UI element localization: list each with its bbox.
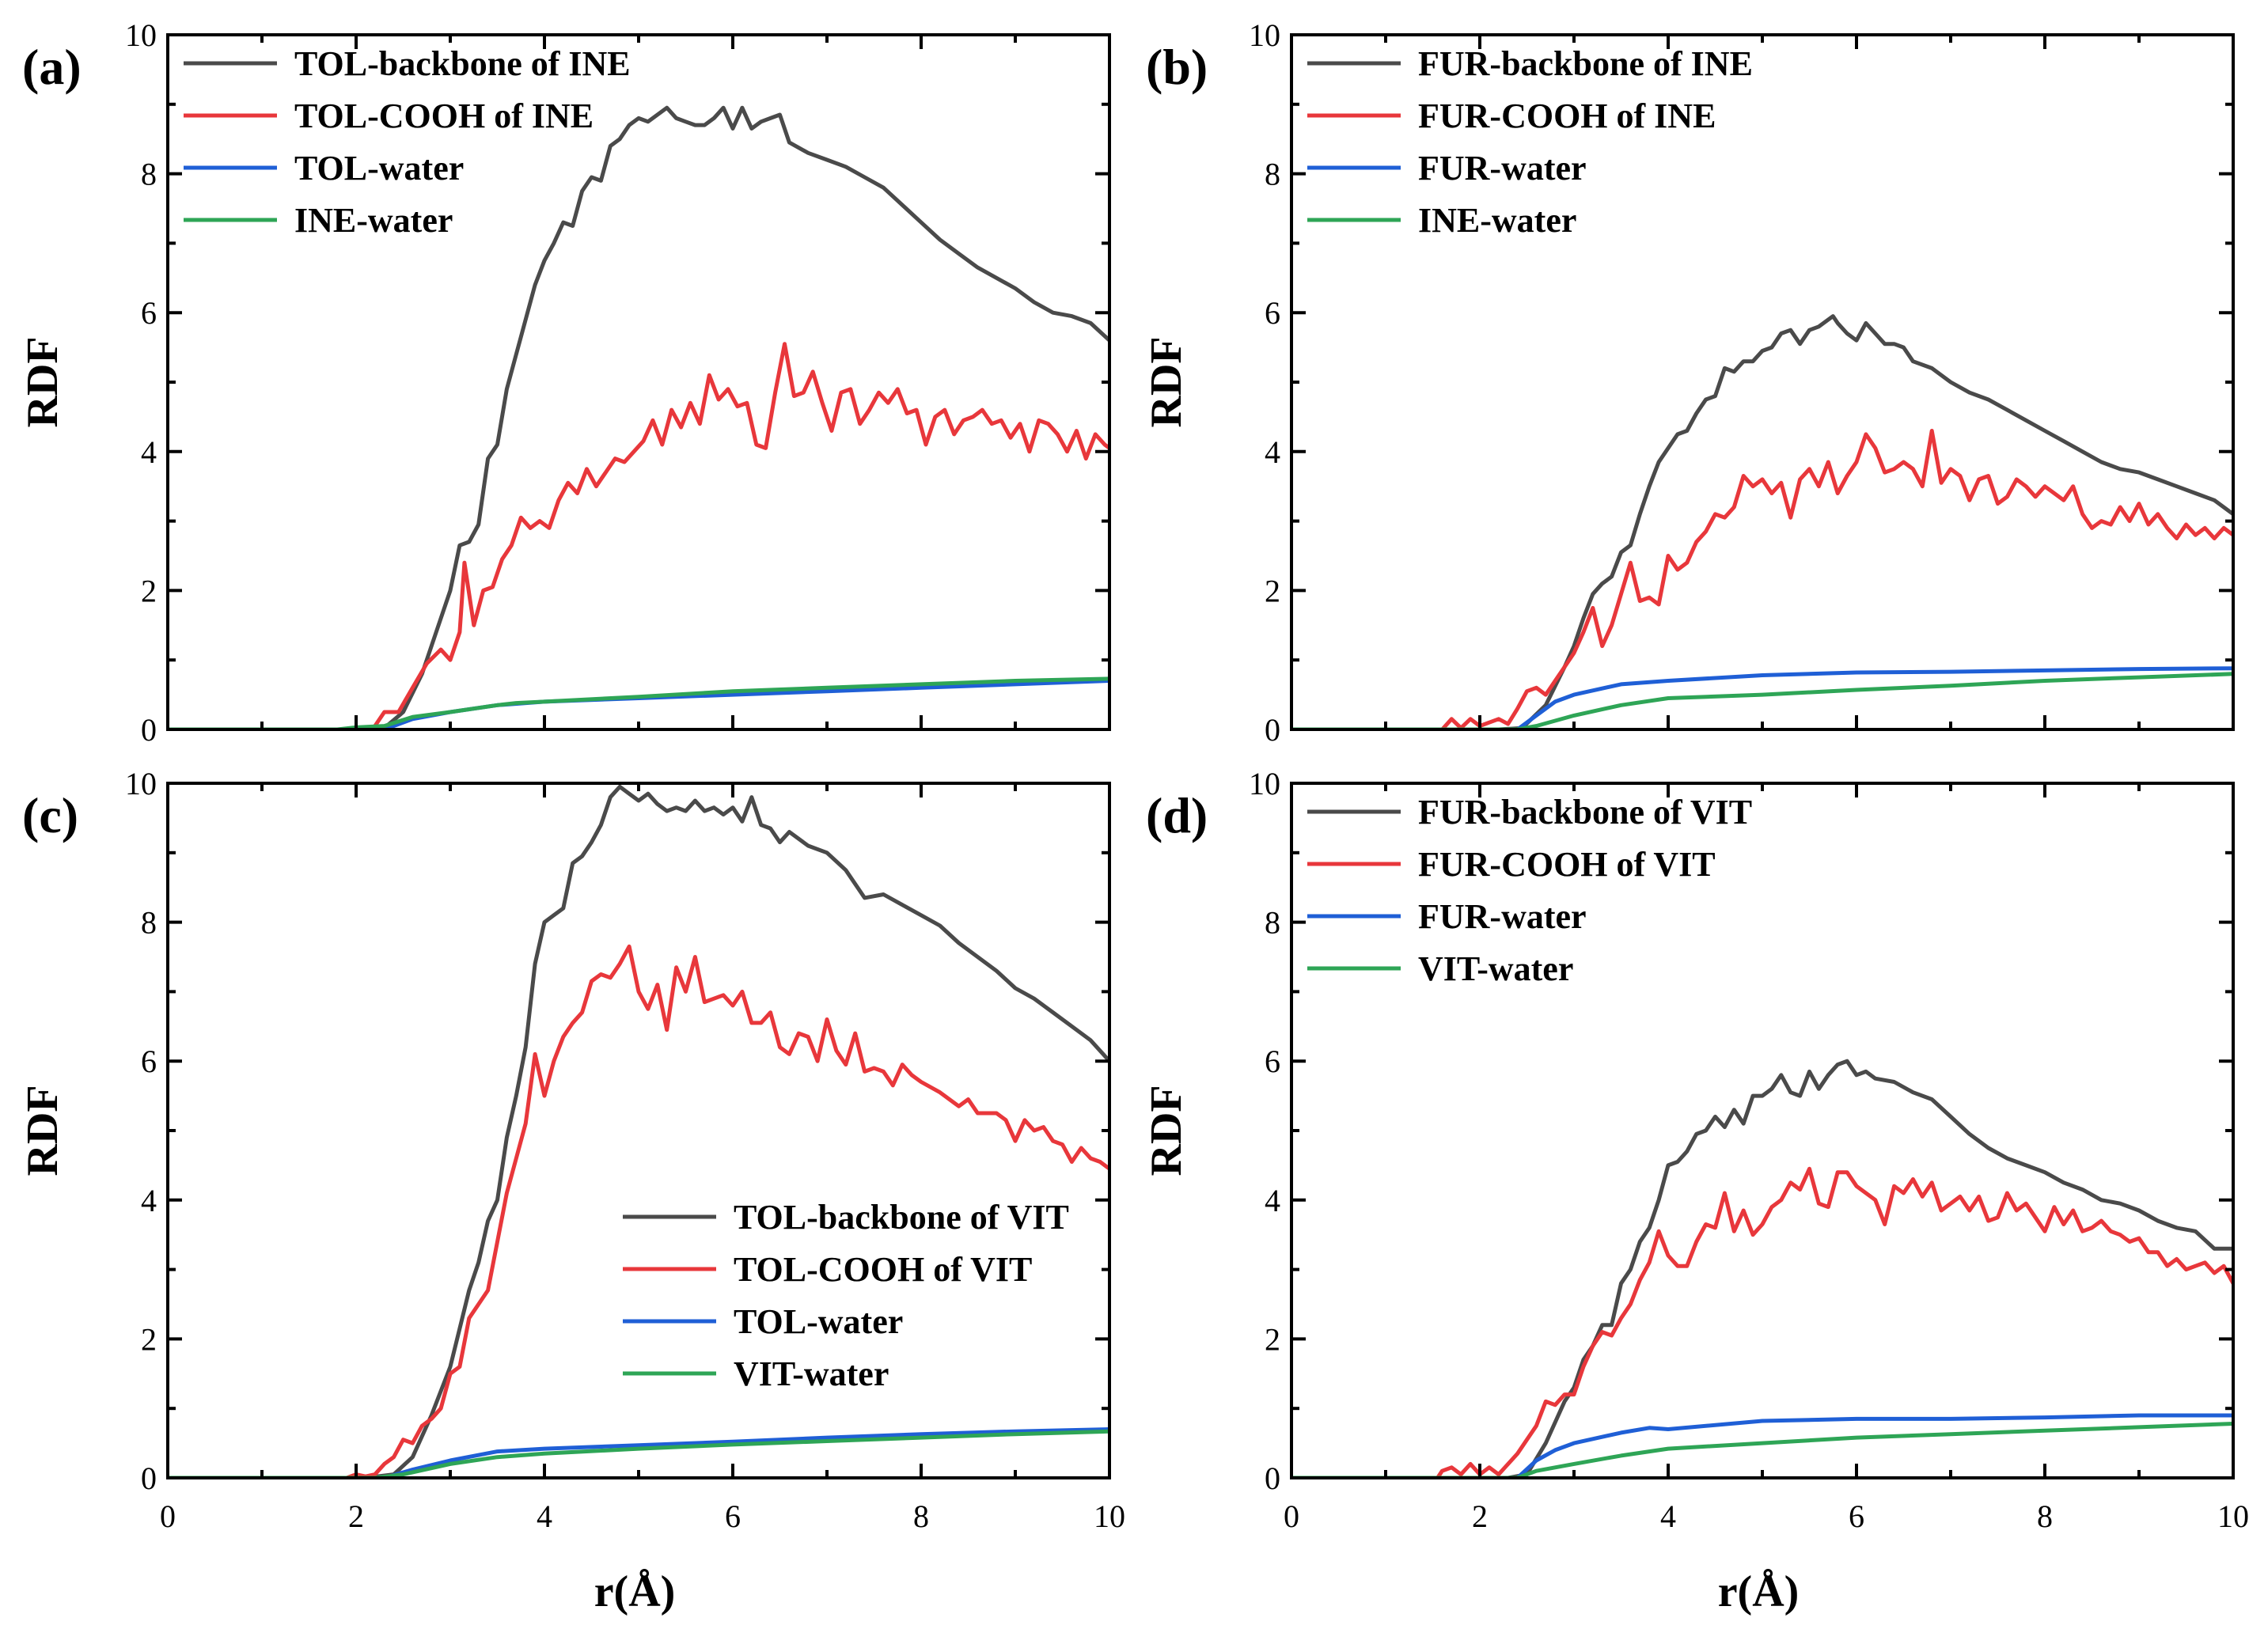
x-tick-label: 8 bbox=[913, 1498, 929, 1534]
axes-frame bbox=[1290, 33, 2235, 731]
series-line-3 bbox=[1291, 672, 2233, 729]
chart-panel-1: 0 2 4 6 8 10 RDF (b) FUR-backbone of INE FUR-COOH… bbox=[1142, 17, 2235, 748]
chart-panel-0: 0 2 4 6 8 10 RDF (a) TOL-backbone of INE TOL-COOH… bbox=[18, 17, 1111, 748]
y-tick-label: 4 bbox=[141, 434, 157, 470]
series-line-1 bbox=[1291, 1166, 2233, 1478]
series-line-0 bbox=[168, 784, 1109, 1478]
x-tick-label: 10 bbox=[1094, 1498, 1125, 1534]
y-tick-label: 8 bbox=[141, 905, 157, 941]
y-tick-label: 2 bbox=[1265, 573, 1280, 608]
series-line-0 bbox=[168, 105, 1109, 729]
legend-label-3: INE-water bbox=[1418, 201, 1576, 240]
series-group bbox=[168, 784, 1109, 1478]
legend-label-3: INE-water bbox=[294, 201, 453, 240]
legend-label-0: TOL-backbone of VIT bbox=[734, 1198, 1069, 1237]
series-line-2 bbox=[1291, 666, 2233, 729]
series-line-1 bbox=[168, 342, 1109, 729]
x-axis-label-right: r(Å) bbox=[1718, 1567, 1800, 1616]
series-line-1 bbox=[1291, 429, 2233, 729]
y-axis-label: RDF bbox=[1142, 1085, 1191, 1176]
y-tick-label: 0 bbox=[141, 1460, 157, 1496]
y-tick-label: 2 bbox=[141, 573, 157, 608]
y-axis-label: RDF bbox=[18, 336, 67, 427]
y-axis-label: RDF bbox=[1142, 336, 1191, 427]
legend-label-1: FUR-COOH of VIT bbox=[1418, 845, 1716, 884]
legend-label-1: TOL-COOH of INE bbox=[294, 97, 594, 135]
legend-label-1: FUR-COOH of INE bbox=[1418, 97, 1716, 135]
x-axis-label-left: r(Å) bbox=[594, 1567, 676, 1616]
y-tick-label: 4 bbox=[1265, 434, 1280, 470]
legend: FUR-backbone of VIT FUR-COOH of VIT FUR-wa… bbox=[1307, 793, 1752, 988]
y-tick-label: 6 bbox=[141, 1044, 157, 1079]
y-tick-label: 4 bbox=[141, 1183, 157, 1218]
y-tick-label: 0 bbox=[141, 712, 157, 748]
y-tick-label: 8 bbox=[1265, 905, 1280, 941]
series-line-1 bbox=[168, 944, 1109, 1478]
series-line-2 bbox=[1291, 1413, 2233, 1478]
series-line-0 bbox=[1291, 314, 2233, 729]
legend-label-2: TOL-water bbox=[734, 1302, 903, 1341]
y-axis-label: RDF bbox=[18, 1085, 67, 1176]
legend-label-2: FUR-water bbox=[1418, 149, 1587, 188]
series-group bbox=[168, 105, 1109, 729]
legend-label-1: TOL-COOH of VIT bbox=[734, 1250, 1032, 1289]
y-tick-label: 6 bbox=[1265, 295, 1280, 331]
legend-label-0: FUR-backbone of INE bbox=[1418, 44, 1753, 83]
y-tick-label: 6 bbox=[141, 295, 157, 331]
y-tick-label: 2 bbox=[141, 1321, 157, 1357]
y-tick-label: 10 bbox=[125, 17, 157, 53]
legend-label-0: TOL-backbone of INE bbox=[294, 44, 631, 83]
y-tick-label: 10 bbox=[1249, 17, 1280, 53]
series-line-3 bbox=[1291, 1422, 2233, 1478]
y-tick-label: 8 bbox=[1265, 157, 1280, 192]
x-tick-label: 4 bbox=[1660, 1498, 1676, 1534]
y-tick-label: 2 bbox=[1265, 1321, 1280, 1357]
x-tick-label: 4 bbox=[537, 1498, 552, 1534]
y-tick-label: 10 bbox=[125, 766, 157, 801]
legend-label-0: FUR-backbone of VIT bbox=[1418, 793, 1752, 832]
axes-frame bbox=[1290, 782, 2235, 1479]
y-tick-label: 4 bbox=[1265, 1183, 1280, 1218]
y-tick-label: 0 bbox=[1265, 1460, 1280, 1496]
y-tick-label: 8 bbox=[141, 157, 157, 192]
series-line-0 bbox=[1291, 1059, 2233, 1478]
y-tick-label: 0 bbox=[1265, 712, 1280, 748]
series-line-3 bbox=[168, 1429, 1109, 1478]
x-tick-label: 6 bbox=[1849, 1498, 1864, 1534]
legend-label-3: VIT-water bbox=[1418, 949, 1573, 988]
legend-label-2: FUR-water bbox=[1418, 897, 1587, 936]
series-group bbox=[1291, 1059, 2233, 1478]
x-tick-label: 0 bbox=[1284, 1498, 1299, 1534]
x-tick-label: 8 bbox=[2037, 1498, 2053, 1534]
x-tick-label: 10 bbox=[2217, 1498, 2249, 1534]
legend-label-3: VIT-water bbox=[734, 1354, 889, 1393]
y-tick-label: 10 bbox=[1249, 766, 1280, 801]
series-group bbox=[1291, 314, 2233, 729]
panel-label: (d) bbox=[1146, 787, 1208, 843]
x-tick-label: 2 bbox=[1472, 1498, 1488, 1534]
x-tick-label: 2 bbox=[348, 1498, 364, 1534]
legend: TOL-backbone of VIT TOL-COOH of VIT TOL-wa… bbox=[623, 1198, 1069, 1393]
panel-label: (a) bbox=[22, 39, 82, 95]
series-line-2 bbox=[168, 1427, 1109, 1478]
axes-frame bbox=[166, 33, 1111, 731]
legend: TOL-backbone of INE TOL-COOH of INE TOL-wa… bbox=[184, 44, 631, 240]
series-line-3 bbox=[168, 676, 1109, 729]
panel-label: (b) bbox=[1146, 39, 1208, 95]
x-tick-label: 6 bbox=[725, 1498, 741, 1534]
x-tick-label: 0 bbox=[160, 1498, 176, 1534]
y-tick-label: 6 bbox=[1265, 1044, 1280, 1079]
legend-label-2: TOL-water bbox=[294, 149, 464, 188]
panel-label: (c) bbox=[22, 787, 78, 843]
legend: FUR-backbone of INE FUR-COOH of INE FUR-wa… bbox=[1307, 44, 1753, 240]
